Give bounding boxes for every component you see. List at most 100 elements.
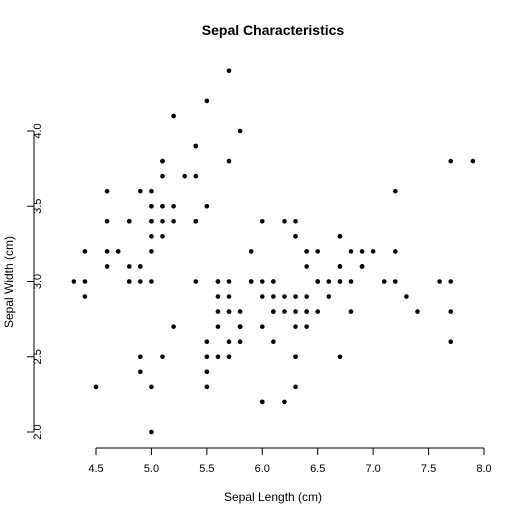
data-point: [370, 249, 376, 254]
x-axis-label: Sepal Length (cm): [224, 490, 322, 504]
data-point: [259, 324, 265, 329]
data-point: [293, 294, 298, 299]
data-point: [293, 219, 298, 224]
data-point: [149, 234, 154, 239]
data-point: [93, 384, 99, 390]
data-point: [293, 309, 298, 314]
data-point: [293, 234, 298, 239]
data-point: [215, 309, 221, 314]
data-point: [149, 429, 154, 435]
data-point: [171, 324, 176, 329]
data-point: [282, 294, 287, 299]
data-point: [326, 294, 332, 299]
data-point: [248, 279, 254, 284]
data-point: [226, 339, 232, 345]
data-point: [160, 158, 165, 164]
data-point: [448, 309, 454, 314]
data-point: [337, 234, 343, 239]
data-point: [393, 249, 398, 254]
data-point: [337, 354, 343, 360]
data-point: [248, 249, 254, 254]
data-point: [259, 279, 265, 284]
data-point: [171, 113, 176, 119]
data-point: [171, 219, 176, 224]
data-point: [304, 249, 309, 254]
data-point: [470, 158, 476, 164]
data-point: [226, 294, 232, 299]
y-tick-label: 2.0: [32, 424, 44, 439]
data-point: [448, 339, 454, 345]
data-point: [237, 324, 243, 329]
data-point: [104, 249, 110, 254]
data-point: [326, 279, 332, 284]
data-point: [71, 279, 77, 284]
data-point: [193, 143, 199, 149]
data-point: [160, 173, 165, 179]
x-tick-label: 4.5: [88, 463, 103, 475]
data-point: [138, 279, 143, 284]
data-point: [348, 249, 354, 254]
data-point: [237, 309, 243, 314]
data-point: [226, 309, 232, 314]
x-tick-label: 7.5: [421, 463, 436, 475]
data-point: [304, 294, 309, 299]
data-point: [104, 188, 110, 194]
data-point: [160, 354, 165, 360]
data-point: [359, 249, 365, 254]
data-point: [149, 279, 154, 284]
data-point: [204, 384, 210, 390]
data-point: [149, 249, 154, 254]
data-point: [259, 219, 265, 224]
data-point: [160, 219, 165, 224]
data-point: [337, 279, 343, 284]
data-point: [437, 279, 442, 284]
data-point: [138, 188, 143, 194]
data-point: [304, 264, 309, 269]
data-point: [259, 294, 265, 299]
data-point: [149, 219, 154, 224]
data-point: [226, 158, 232, 164]
data-point: [160, 203, 165, 209]
data-point: [204, 339, 210, 345]
data-point: [282, 219, 287, 224]
data-point: [348, 309, 354, 314]
data-point: [271, 294, 276, 299]
data-point: [448, 279, 454, 284]
data-point: [138, 264, 143, 269]
data-point: [226, 68, 232, 74]
data-point: [204, 203, 210, 209]
data-point: [237, 128, 243, 134]
data-point: [82, 249, 88, 254]
data-point: [271, 339, 276, 345]
data-point: [337, 264, 343, 269]
data-point: [271, 279, 276, 284]
y-axis-label: Sepal Width (cm): [2, 236, 16, 328]
data-point: [237, 339, 243, 345]
data-point: [160, 234, 165, 239]
data-point: [204, 354, 210, 360]
data-point: [282, 309, 287, 314]
y-tick-label: 2.5: [32, 349, 44, 364]
data-point: [259, 399, 265, 405]
x-tick-label: 8.0: [476, 463, 491, 475]
data-point: [359, 264, 365, 269]
x-tick-label: 5.5: [199, 463, 214, 475]
data-points: [71, 68, 476, 435]
x-tick-label: 5.0: [144, 463, 159, 475]
data-point: [171, 203, 176, 209]
data-point: [215, 294, 221, 299]
data-point: [404, 294, 409, 299]
data-point: [204, 369, 210, 375]
y-tick-label: 3.0: [32, 274, 44, 289]
x-tick-label: 7.0: [365, 463, 380, 475]
data-point: [182, 173, 187, 179]
data-point: [415, 309, 420, 314]
data-point: [282, 399, 287, 405]
x-ticks: 4.5 5.0 5.5 6.0 6.5 7.0 7.5 8.0: [88, 448, 492, 475]
x-tick-label: 6.5: [310, 463, 325, 475]
data-point: [293, 354, 298, 360]
data-point: [104, 219, 110, 224]
data-point: [393, 279, 398, 284]
data-point: [271, 309, 276, 314]
